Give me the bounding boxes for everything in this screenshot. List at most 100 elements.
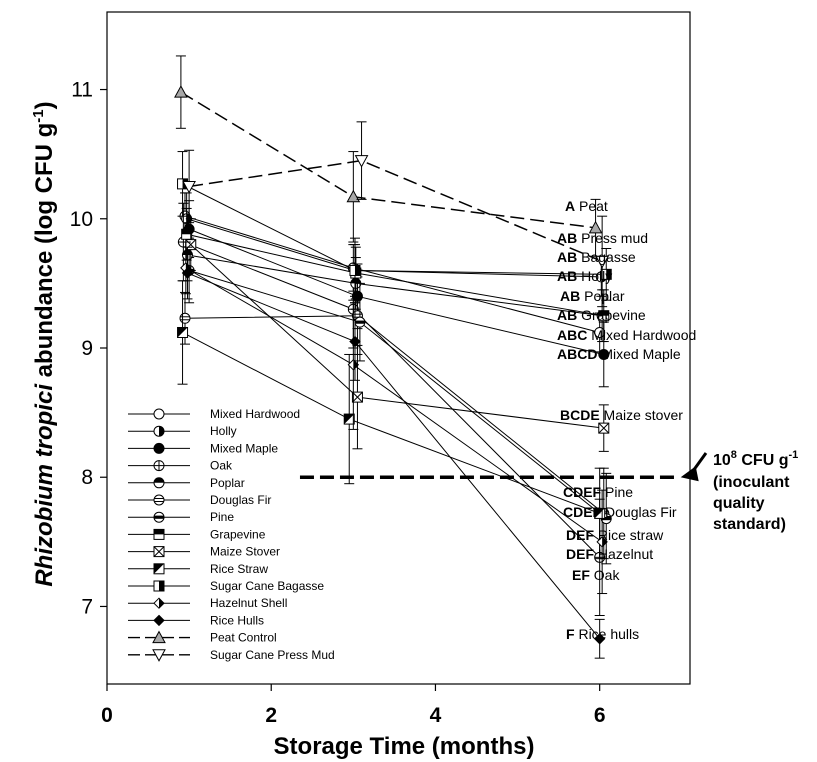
data-point — [598, 422, 610, 434]
standard-label-base: 10 — [713, 452, 731, 469]
x-tick-label: 0 — [101, 704, 113, 727]
annotation-letters: AB — [560, 288, 580, 304]
annotation-label: Pine — [601, 484, 633, 500]
series-line — [187, 254, 603, 317]
annotation-label: Peat — [575, 198, 608, 214]
series-line — [180, 91, 596, 229]
legend-marker — [153, 408, 165, 420]
data-point — [598, 310, 610, 322]
legend-entry: Grapevine — [128, 527, 266, 541]
annotation-label: Press mud — [577, 230, 648, 246]
annotation-letters: AB — [557, 307, 577, 323]
annotation-letters: AB — [557, 268, 577, 284]
y-axis-title: Rhizobium tropici abundance (log CFU g-1… — [30, 101, 58, 586]
y-axis-title-close: ) — [31, 101, 58, 109]
standard-label-line2: (inoculant — [713, 474, 790, 491]
y-axis-title-sup: -1 — [30, 109, 47, 122]
legend-entry: Hazelnut Shell — [128, 596, 287, 610]
legend-marker — [153, 528, 165, 540]
annotation-letters: DEF — [566, 546, 594, 562]
annotation: CDEF Douglas Fir — [563, 504, 677, 520]
legend-marker — [153, 546, 165, 558]
data-point — [593, 633, 606, 645]
annotation-label: Mixed Maple — [597, 346, 680, 362]
annotation: EF Oak — [572, 567, 620, 583]
legend-marker — [153, 580, 165, 592]
legend-label: Sugar Cane Bagasse — [210, 579, 324, 593]
annotation-label: Bagasse — [577, 249, 636, 265]
legend-entry: Douglas Fir — [128, 493, 271, 507]
annotation-label: Mixed Hardwood — [587, 327, 696, 343]
annotation-label: Rice hulls — [575, 626, 640, 642]
annotation: BCDE Maize stover — [560, 407, 683, 423]
series-poplar — [181, 228, 608, 343]
standard-arrow-head — [680, 466, 699, 482]
data-point — [598, 348, 610, 360]
annotation-letters: A — [565, 198, 575, 214]
legend-label: Grapevine — [210, 527, 266, 541]
legend-marker — [153, 442, 165, 454]
y-tick-label: 10 — [70, 208, 93, 231]
legend-marker — [153, 511, 165, 523]
annotation: F Rice hulls — [566, 626, 639, 642]
legend-marker — [153, 563, 165, 575]
legend-marker — [153, 597, 165, 609]
series-line — [189, 159, 603, 263]
annotation: AB Press mud — [557, 230, 648, 246]
legend-marker — [153, 477, 165, 489]
annotation-letters: DEF — [566, 527, 594, 543]
annotation-letters: ABCD — [557, 346, 597, 362]
series-line — [182, 332, 600, 514]
ticks-layer: 0 2 4 6 7 8 9 10 11 — [70, 79, 606, 727]
annotation-label: Poplar — [580, 288, 625, 304]
series-rice-hulls — [181, 246, 606, 659]
annotation-label: Douglas Fir — [601, 504, 677, 520]
data-point — [595, 255, 609, 269]
series-holly — [181, 192, 607, 297]
y-tick-label: 9 — [81, 337, 93, 360]
legend-label: Pine — [210, 510, 234, 524]
legend-label: Douglas Fir — [210, 493, 271, 507]
x-tick-label: 6 — [594, 704, 606, 727]
series-mixed-hardwood — [179, 192, 606, 353]
standard-label-line4: standard) — [713, 516, 786, 533]
data-point — [179, 312, 191, 324]
legend-marker — [153, 425, 165, 437]
y-tick-label: 7 — [81, 595, 93, 618]
annotation: DEF Rice straw — [566, 527, 664, 543]
standard-label-unit-exp: -1 — [788, 449, 798, 461]
series-sugar-cane-press-mud — [182, 121, 609, 308]
legend-label: Sugar Cane Press Mud — [210, 648, 335, 662]
series-line — [182, 183, 607, 275]
legend-label: Holly — [210, 424, 237, 438]
data-point — [588, 220, 603, 234]
legend-entry: Holly — [128, 424, 237, 438]
annotation-letters: AB — [557, 249, 577, 265]
annotation: ABC Mixed Hardwood — [557, 327, 696, 343]
legend-label: Peat Control — [210, 631, 277, 645]
data-point — [349, 335, 361, 348]
legend-entry: Oak — [128, 459, 233, 473]
annotation: ABCD Mixed Maple — [557, 346, 681, 362]
annotation-letters: F — [566, 626, 575, 642]
series-line — [188, 228, 604, 355]
annotation-letters: CDEF — [563, 504, 602, 520]
annotation-letters: AB — [557, 230, 577, 246]
annotation-letters: BCDE — [560, 407, 600, 423]
legend-entry: Maize Stover — [128, 545, 280, 559]
standard-label-line3: quality — [713, 495, 765, 512]
legend-label: Maize Stover — [210, 545, 280, 559]
legend-label: Hazelnut Shell — [210, 596, 287, 610]
legend-entry: Rice Hulls — [128, 613, 264, 627]
annotation: AB Grapevine — [557, 307, 646, 323]
data-point — [181, 267, 194, 279]
legend-label: Mixed Hardwood — [210, 407, 300, 421]
annotation: CDEF Pine — [563, 484, 633, 500]
annotation-label: Hazelnut — [594, 546, 653, 562]
data-point — [346, 189, 361, 203]
annotation-label: Holly — [577, 268, 612, 284]
annotation: AB Holly — [557, 268, 612, 284]
annotation-letters: EF — [572, 567, 590, 583]
